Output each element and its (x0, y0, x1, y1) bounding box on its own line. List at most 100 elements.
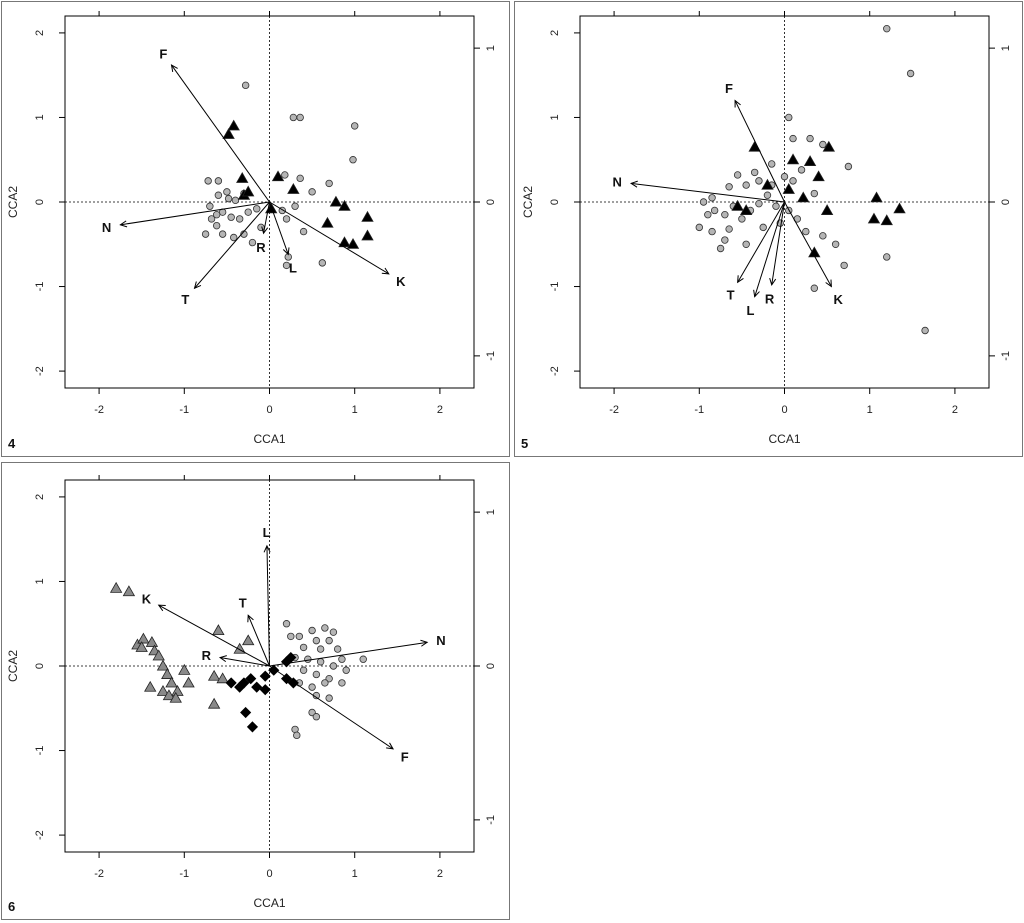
data-point-circle (831, 240, 840, 248)
data-point-triangle (822, 140, 835, 152)
data-point-circle (289, 113, 298, 122)
data-point-circle (214, 177, 223, 185)
data-point-circle (312, 670, 321, 679)
data-point-triangle (227, 119, 240, 131)
y-tick-label: 0 (549, 199, 561, 205)
data-point-circle (906, 69, 915, 78)
panel-number: 5 (521, 436, 528, 451)
panel-number: 6 (8, 899, 15, 914)
data-point-triangle (797, 191, 810, 203)
data-point-circle (883, 253, 891, 261)
x-tick-label: -2 (94, 868, 104, 880)
vector-L (266, 545, 270, 667)
data-point-circle (206, 202, 214, 210)
x-tick-label: 2 (437, 404, 443, 416)
vector-label-R: R (202, 648, 212, 663)
data-point-circle (772, 202, 780, 210)
data-point-circle (308, 683, 316, 691)
y-axis-title: CCA2 (6, 186, 20, 218)
data-point-circle (359, 655, 367, 663)
y-tick-label: 1 (34, 114, 46, 120)
y-tick-label: -1 (34, 282, 46, 292)
data-point-circle (695, 223, 703, 232)
data-point-circle (810, 284, 819, 292)
data-point-triangle (109, 581, 123, 593)
data-point-circle (710, 206, 719, 215)
data-point-circle (253, 205, 261, 213)
panel-frame (514, 1, 1023, 457)
data-point-circle (349, 156, 357, 164)
vector-label-N: N (436, 633, 445, 648)
vector-label-F: F (159, 47, 167, 62)
data-point-triangle (870, 191, 883, 203)
data-point-circle (212, 210, 221, 219)
x-tick-label: 1 (352, 868, 358, 880)
x-tick-label: 2 (437, 868, 443, 880)
data-point-diamond (245, 673, 257, 685)
data-point-circle (721, 210, 729, 219)
data-point-circle (325, 179, 333, 188)
x-tick-label: 1 (352, 404, 358, 416)
data-point-circle (201, 230, 210, 238)
data-point-circle (321, 624, 329, 632)
data-point-circle (704, 210, 712, 219)
right-tick-label: -1 (1000, 351, 1012, 361)
y-tick-label: 2 (34, 30, 46, 36)
data-point-circle (308, 188, 316, 196)
panel-frame (1, 462, 510, 920)
data-point-circle (733, 171, 742, 179)
data-point-triangle (812, 170, 825, 182)
data-point-circle (316, 658, 325, 666)
x-axis-title: CCA1 (253, 896, 285, 910)
x-axis-title: CCA1 (768, 432, 800, 446)
vector-T (247, 615, 270, 667)
y-tick-label: 2 (34, 494, 46, 500)
data-point-circle (212, 221, 221, 230)
x-tick-label: -2 (94, 404, 104, 416)
data-point-circle (244, 208, 252, 216)
data-point-diamond (259, 684, 271, 696)
right-tick-label: 0 (1000, 199, 1012, 205)
data-point-circle (338, 655, 346, 663)
panel-5: -2 -1 0 1 2 -2 -1 0 1 2 -1 0 1 CCA1 CCA2 5 F N TLR K (514, 1, 1023, 457)
vector-label-N: N (102, 220, 111, 235)
vector-L (269, 201, 289, 255)
vector-label-L: L (289, 261, 297, 276)
x-tick-label: -2 (609, 404, 619, 416)
right-tick-label: 1 (485, 509, 497, 515)
data-point-circle (755, 199, 763, 208)
vector-arrowhead (282, 247, 290, 256)
data-point-circle (333, 645, 342, 653)
data-point-triangle (178, 663, 191, 675)
vector-arrowhead (753, 289, 760, 298)
y-tick-label: -1 (34, 746, 46, 756)
y-tick-label: -2 (34, 366, 46, 376)
data-point-triangle (156, 685, 170, 696)
data-point-circle (248, 238, 257, 247)
data-point-circle (204, 177, 212, 185)
data-point-triangle (144, 680, 157, 692)
vector-arrowhead (157, 604, 166, 612)
data-point-circle (721, 236, 729, 244)
data-point-triangle (182, 676, 195, 688)
data-point-triangle (222, 128, 235, 139)
data-point-triangle (152, 649, 165, 661)
vector-N (269, 641, 428, 667)
data-point-triangle (165, 676, 178, 688)
vector-arrowhead (737, 275, 744, 284)
x-tick-label: 0 (266, 404, 272, 416)
data-point-diamond (246, 721, 259, 733)
data-point-circle (224, 194, 233, 203)
data-point-triangle (329, 195, 343, 207)
data-point-circle (785, 113, 793, 122)
panel-4: -2 -1 0 1 2 -2 -1 0 1 2 -1 0 1 CCA1 CCA2 4 F N T R L K (1, 1, 510, 457)
data-point-triangle (156, 659, 170, 671)
data-point-diamond (240, 706, 252, 719)
data-point-circle (218, 230, 227, 238)
y-tick-label: -2 (34, 830, 46, 840)
data-point-circle (296, 113, 304, 122)
data-point-circle (312, 636, 321, 645)
data-point-triangle (782, 183, 795, 194)
data-point-triangle (271, 170, 285, 182)
vector-K (158, 604, 270, 667)
